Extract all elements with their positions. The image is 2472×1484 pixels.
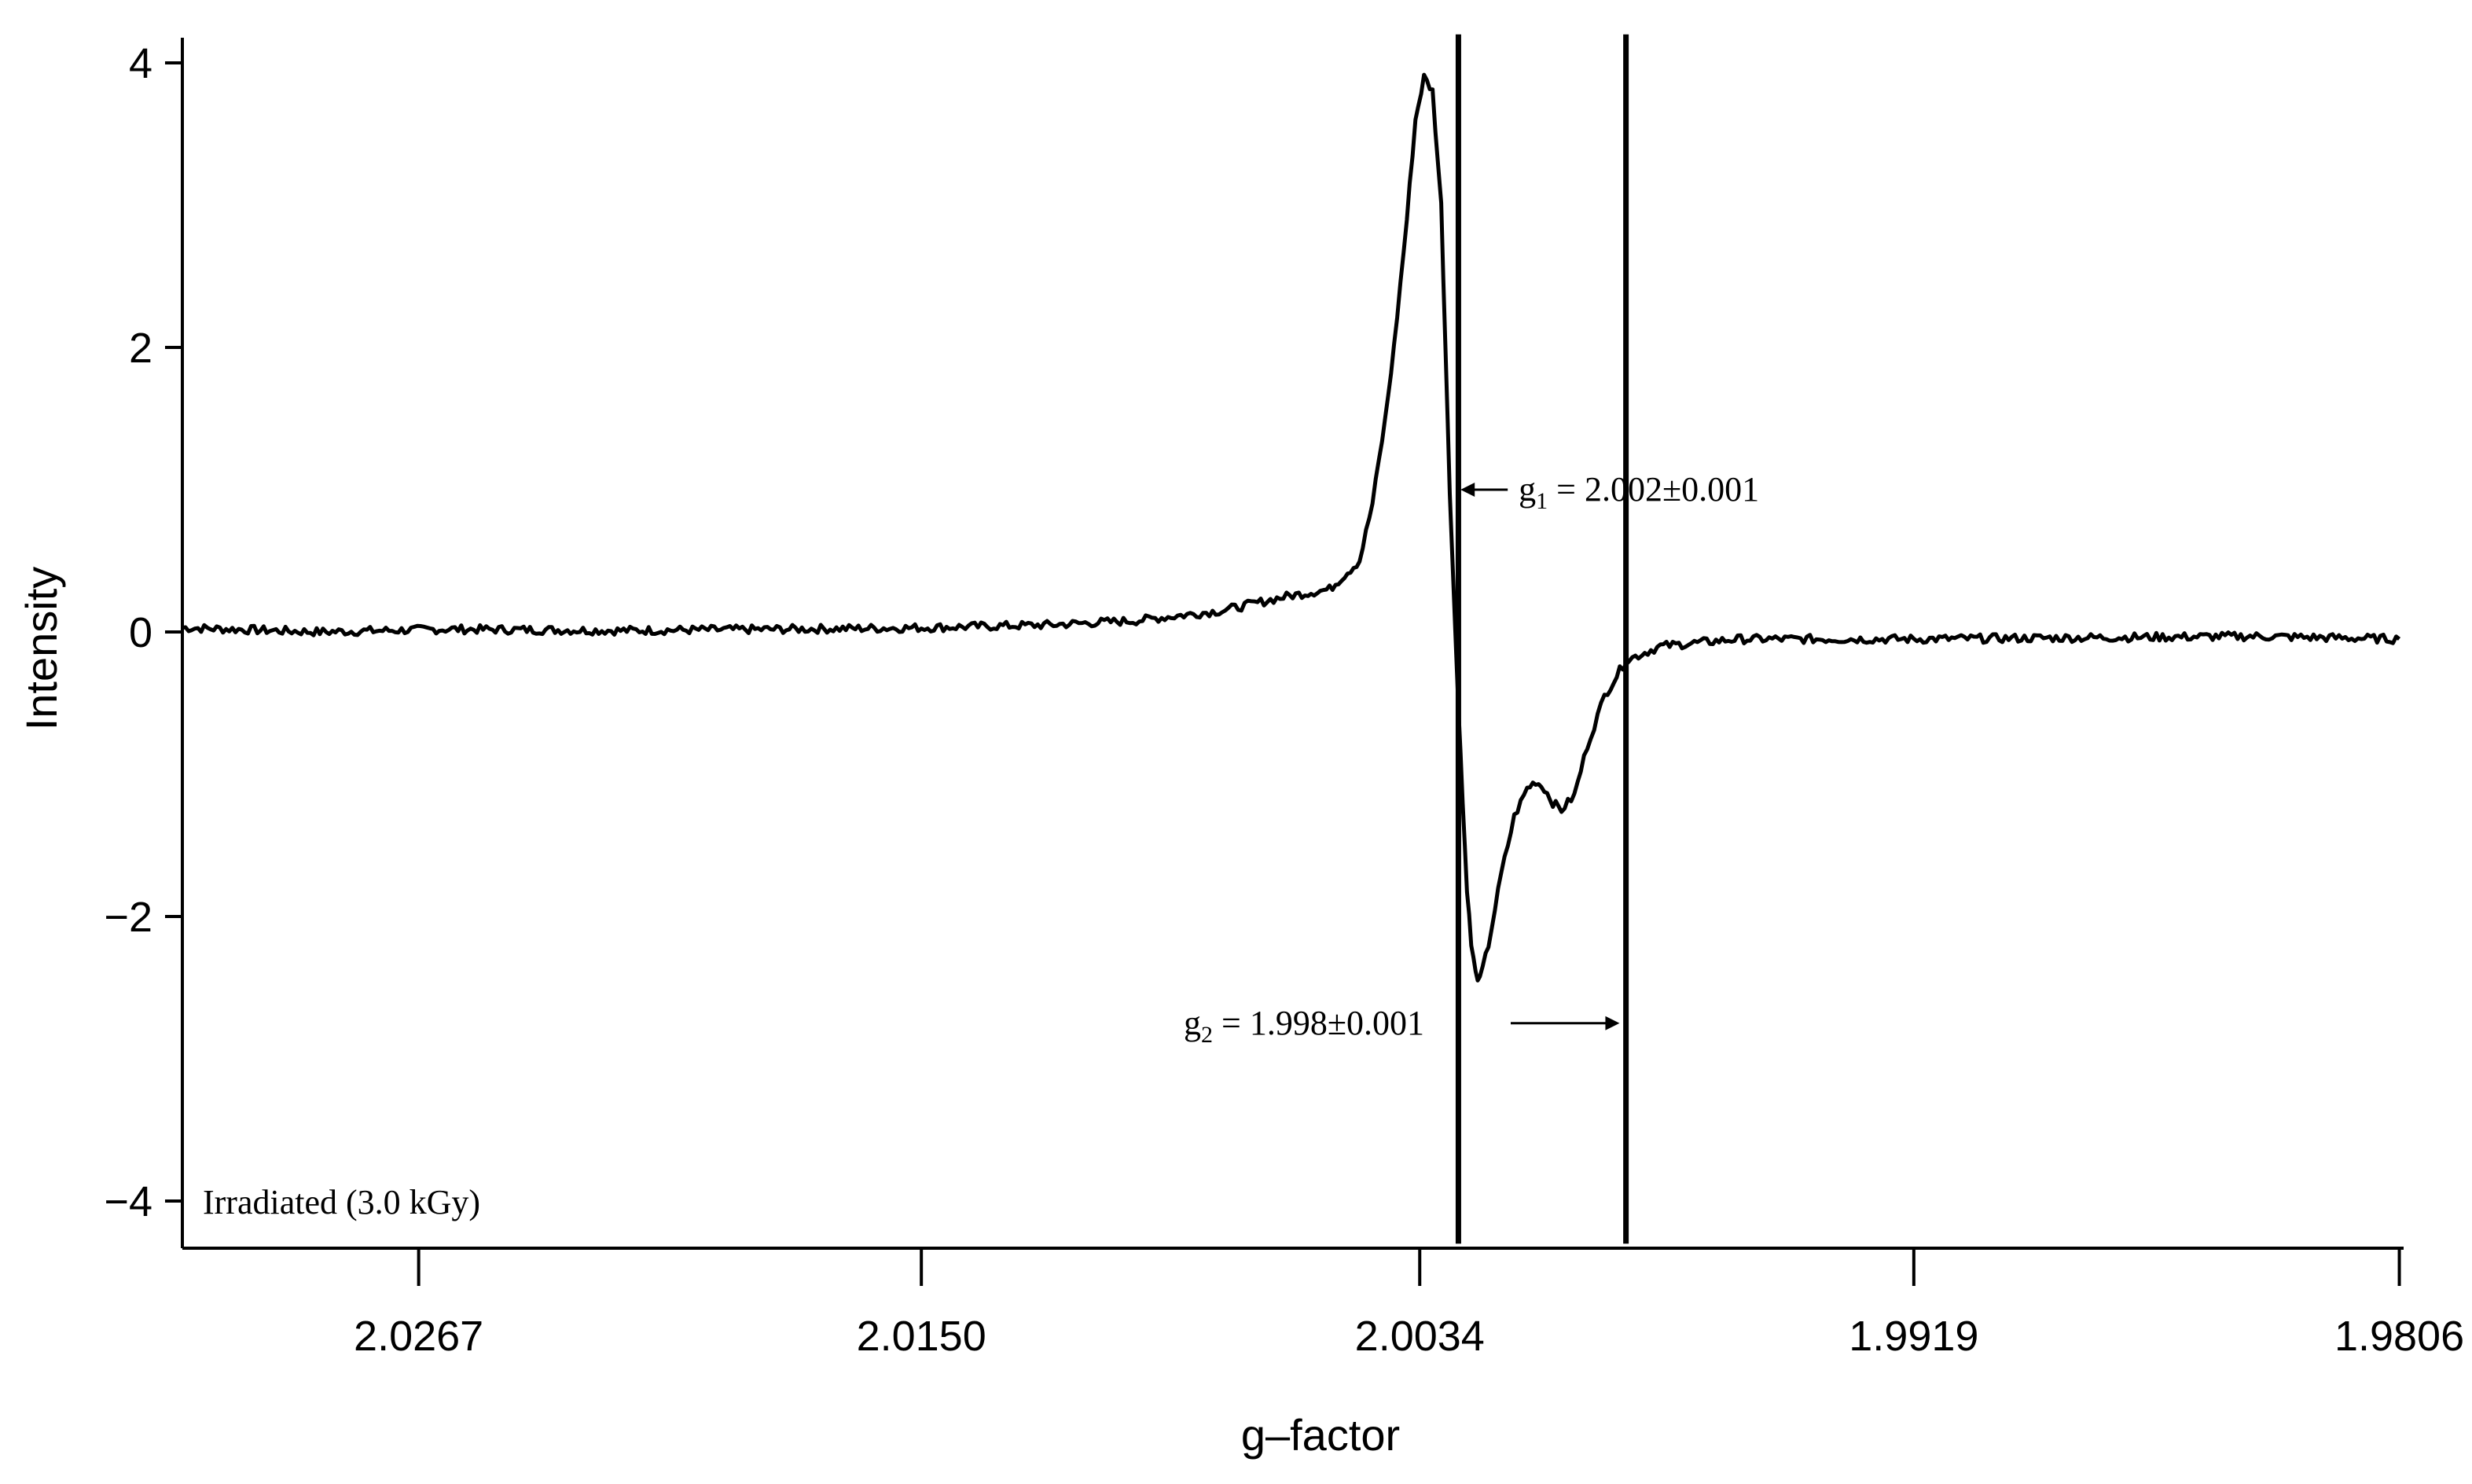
spike-lines — [1455, 34, 1629, 1244]
annotation-text: g1 = 2.002±0.001 — [1519, 470, 1759, 514]
y-ticks: −4 −2 0 2 4 — [104, 40, 182, 1225]
x-tick-label: 1.9806 — [2334, 1313, 2464, 1360]
g-factor-annotation: g2 = 1.998±0.001 — [1184, 1004, 1620, 1048]
y-tick-label: −2 — [104, 894, 152, 941]
x-tick-label: 2.0034 — [1355, 1313, 1485, 1360]
y-tick-label: −4 — [104, 1178, 152, 1225]
y-tick-label: 0 — [129, 609, 152, 656]
data-series — [182, 72, 2401, 983]
g-factor-annotation: g1 = 2.002±0.001 — [1460, 470, 1759, 514]
y-axis: −4 −2 0 2 4 — [104, 38, 184, 1248]
x-axis: 2.0267 2.0150 2.0034 1.9919 1.9806 — [182, 1247, 2464, 1360]
x-tick-label: 2.0150 — [857, 1313, 986, 1360]
y-axis-title: Intensity — [17, 567, 66, 731]
y-tick-label: 2 — [129, 325, 152, 372]
y-tick-label: 4 — [129, 40, 152, 87]
x-tick-label: 2.0267 — [354, 1313, 483, 1360]
arrow-head-icon — [1605, 1016, 1620, 1030]
arrow-head-icon — [1460, 483, 1475, 497]
x-axis-title: g–factor — [1241, 1410, 1400, 1460]
annotation-text: g2 = 1.998±0.001 — [1184, 1004, 1424, 1048]
annotations: g1 = 2.002±0.001 g2 = 1.998±0.001 — [1184, 470, 1759, 1048]
x-tick-label: 1.9919 — [1849, 1313, 1978, 1360]
x-ticks: 2.0267 2.0150 2.0034 1.9919 1.9806 — [354, 1248, 2464, 1360]
series-line — [182, 72, 2401, 983]
inset-label: Irradiated (3.0 kGy) — [203, 1183, 480, 1221]
